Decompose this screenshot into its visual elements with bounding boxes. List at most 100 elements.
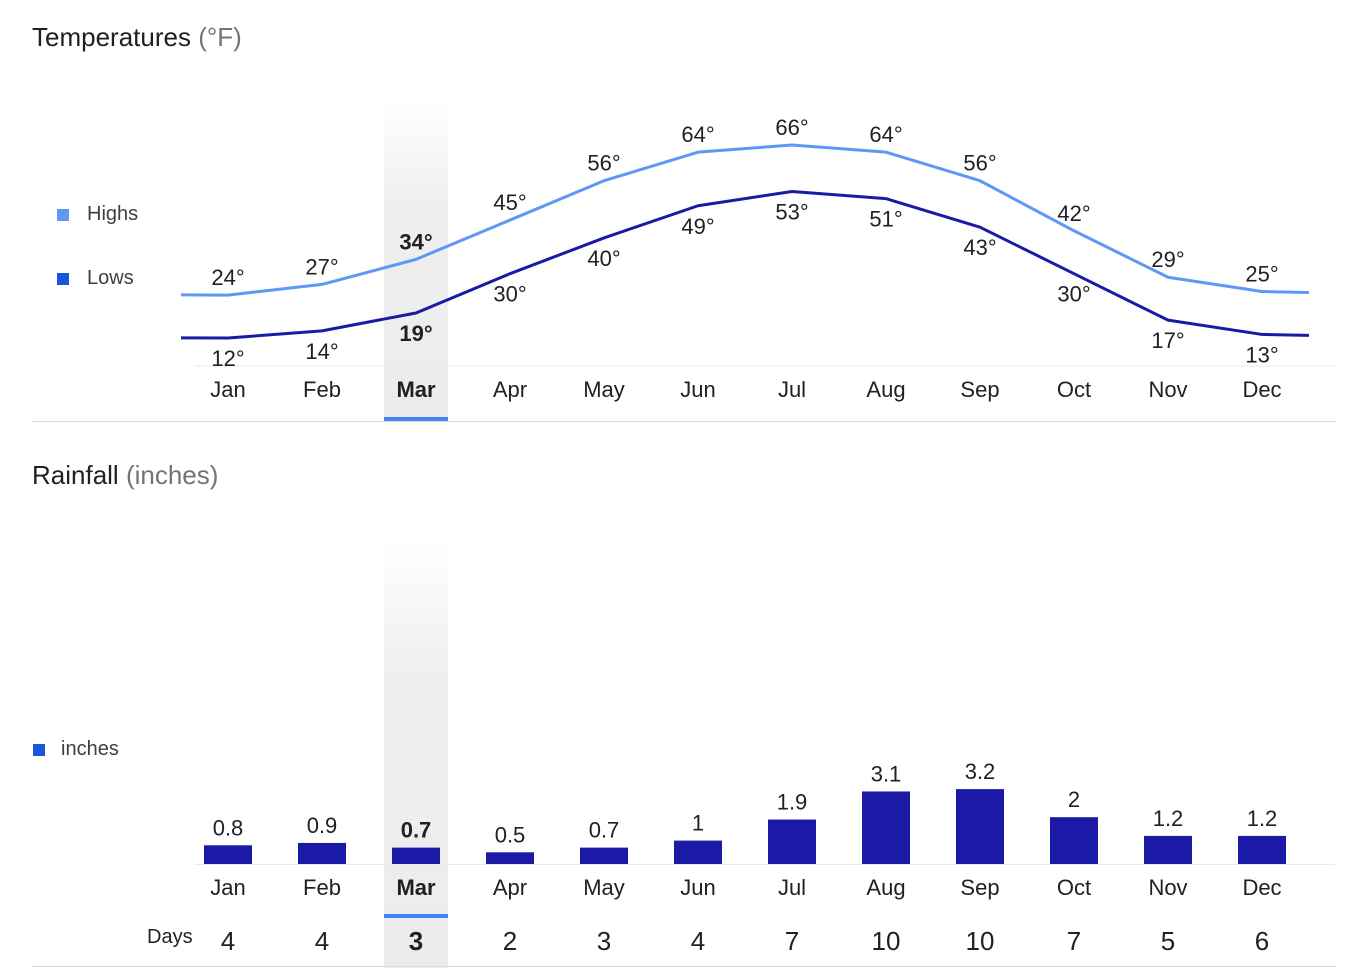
rainfall-month-label-jul: Jul [778,875,806,900]
rainfall-month-label-aug: Aug [866,875,905,900]
rainfall-bar-apr [486,852,534,864]
rainfall-bar-oct [1050,817,1098,864]
temperature-label-lows-mar: 19° [399,321,432,346]
temperature-month-label-aug: Aug [866,377,905,402]
rainfall-bar-feb [298,842,346,864]
rainfall-bar-jan [204,845,252,864]
temperature-month-label-feb: Feb [303,377,341,402]
rainfall-bar-aug [862,791,910,864]
temperature-label-highs-jan: 24° [211,265,244,290]
days-value-jul: 7 [784,926,800,956]
rainfall-month-label-jan: Jan [210,875,245,900]
selected-month-indicator-rain [384,914,448,918]
temperature-label-highs-sep: 56° [963,151,996,176]
rainfall-title-text: Rainfall [32,460,119,490]
temperature-title-text: Temperatures [32,22,191,52]
rainfall-value-label-apr: 0.5 [495,822,526,847]
rainfall-month-label-dec: Dec [1242,875,1281,900]
temperature-label-highs-jun: 64° [681,122,714,147]
rainfall-month-label-sep: Sep [960,875,999,900]
temperature-unit: (°F) [198,22,242,52]
temperature-label-highs-may: 56° [587,151,620,176]
legend-inches: inches [33,738,119,761]
temperature-line-lows [180,189,1310,340]
rainfall-bar-sep [956,789,1004,864]
rainfall-value-label-may: 0.7 [589,818,620,843]
legend-inches-swatch [33,743,45,756]
legend-inches-label: inches [61,738,119,760]
temperature-month-label-oct: Oct [1057,377,1091,402]
temperature-label-lows-jun: 49° [681,214,714,239]
legend-lows: Lows [57,267,134,290]
temperature-label-lows-apr: 30° [493,282,526,307]
rainfall-month-label-may: May [583,875,625,900]
temperature-label-highs-nov: 29° [1151,247,1184,272]
rainfall-value-label-jun: 1 [692,811,704,836]
rainfall-divider [32,966,1336,967]
days-value-dec: 6 [1254,926,1270,956]
legend-highs: Highs [57,203,138,226]
rainfall-bar-may [580,847,628,864]
days-value-feb: 4 [314,926,330,956]
rainfall-bar-jul [768,819,816,864]
temperature-month-label-sep: Sep [960,377,999,402]
rainfall-month-label-oct: Oct [1057,875,1091,900]
days-value-may: 3 [596,926,612,956]
selected-month-indicator-temp [384,417,448,421]
temperature-label-highs-apr: 45° [493,190,526,215]
temperature-label-lows-aug: 51° [869,207,902,232]
temperature-month-label-jun: Jun [680,377,715,402]
rainfall-month-label-feb: Feb [303,875,341,900]
temperature-label-lows-may: 40° [587,246,620,271]
temperature-month-label-may: May [583,377,625,402]
days-value-mar: 3 [408,926,424,956]
temperature-label-highs-oct: 42° [1057,201,1090,226]
temperature-label-lows-nov: 17° [1151,328,1184,353]
rainfall-value-label-jan: 0.8 [213,815,244,840]
temperature-month-label-jan: Jan [210,377,245,402]
legend-highs-label: Highs [87,203,139,225]
temperature-title: Temperatures (°F) [32,22,242,53]
temperature-label-lows-jul: 53° [775,199,808,224]
rainfall-value-label-aug: 3.1 [871,761,902,786]
rainfall-bar-mar [392,847,440,864]
temperature-label-highs-jul: 66° [775,115,808,140]
rainfall-value-label-mar: 0.7 [401,818,432,843]
temperature-month-label-mar: Mar [396,377,436,402]
rainfall-title: Rainfall (inches) [32,460,218,491]
rainfall-bar-jun [674,840,722,864]
temperature-label-highs-feb: 27° [305,254,338,279]
days-value-apr: 2 [502,926,518,956]
rainfall-bar-nov [1144,835,1192,864]
rainfall-month-label-apr: Apr [493,875,527,900]
legend-lows-label: Lows [87,267,134,289]
temperature-month-label-nov: Nov [1148,377,1187,402]
temperature-label-lows-jan: 12° [211,346,244,371]
legend-lows-swatch [57,272,69,285]
days-value-jan: 4 [220,926,236,956]
days-value-sep: 10 [965,926,995,956]
temperature-month-label-apr: Apr [493,377,527,402]
days-value-jun: 4 [690,926,706,956]
rainfall-value-label-nov: 1.2 [1153,806,1184,831]
rainfall-bar-dec [1238,835,1286,864]
temperature-line-highs [180,143,1310,297]
days-value-nov: 5 [1160,926,1176,956]
temperature-label-highs-dec: 25° [1245,262,1278,287]
rainfall-month-label-nov: Nov [1148,875,1187,900]
rainfall-unit: (inches) [125,460,219,490]
days-value-aug: 10 [871,926,901,956]
temperature-label-lows-feb: 14° [305,339,338,364]
temperature-label-highs-mar: 34° [399,229,432,254]
temperature-label-lows-oct: 30° [1057,282,1090,307]
rainfall-value-label-sep: 3.2 [965,759,996,784]
temperature-label-lows-sep: 43° [963,235,996,260]
days-label: Days [147,926,193,948]
days-value-oct: 7 [1066,926,1082,956]
rainfall-value-label-feb: 0.9 [307,813,338,838]
temperature-label-lows-dec: 13° [1245,342,1278,367]
rainfall-month-label-mar: Mar [396,875,436,900]
selected-month-highlight-rain [384,540,448,968]
temperature-month-label-jul: Jul [778,377,806,402]
